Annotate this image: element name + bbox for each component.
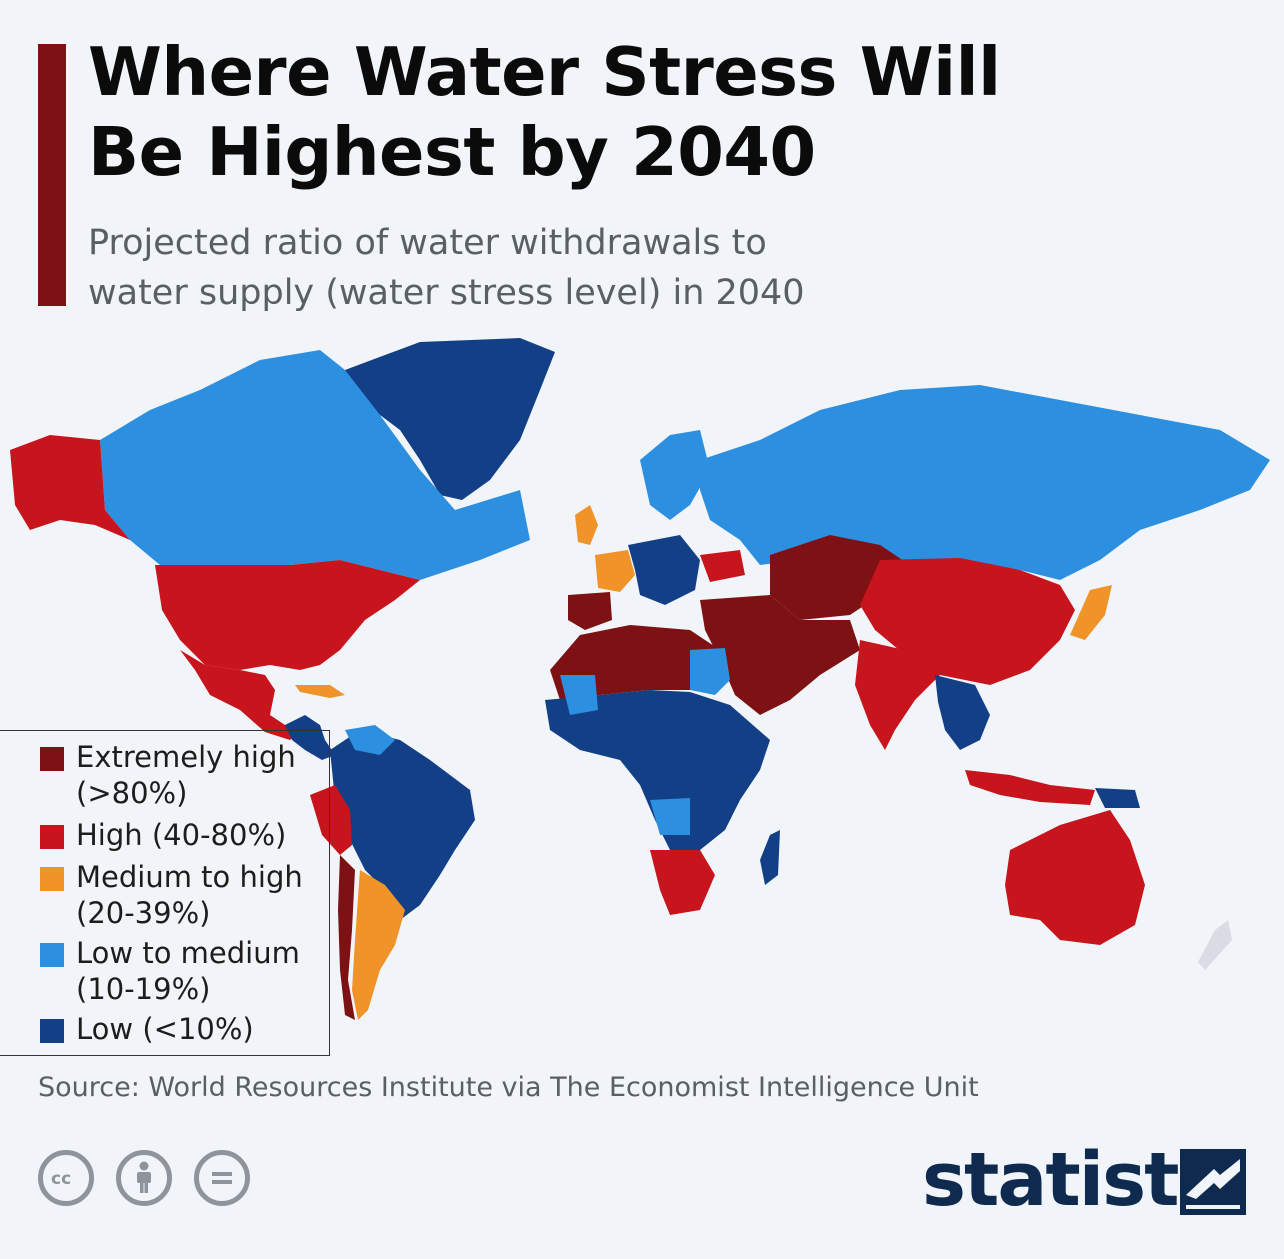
- legend-label: Low (<10%): [76, 1012, 254, 1046]
- region-southern-africa: [650, 850, 715, 915]
- region-venezuela: [345, 725, 395, 755]
- world-map-svg: [10, 338, 1270, 1020]
- region-usa: [155, 560, 420, 670]
- chart-title: Where Water Stress Will Be Highest by 20…: [88, 32, 1188, 192]
- title-line-1: Where Water Stress Will: [88, 33, 1001, 111]
- legend-label: Extremely high: [76, 740, 296, 774]
- region-china: [860, 558, 1075, 685]
- cc-glyph: cc: [51, 1169, 71, 1189]
- region-ukraine: [700, 550, 745, 582]
- subtitle-line-1: Projected ratio of water withdrawals to: [88, 223, 767, 263]
- region-canada: [100, 350, 530, 580]
- cc-icon[interactable]: cc: [38, 1150, 94, 1206]
- region-france: [595, 550, 635, 592]
- region-cuba: [295, 685, 345, 698]
- legend-range: (10-19%): [76, 972, 211, 1006]
- region-central-america: [285, 715, 335, 760]
- region-chile: [338, 855, 355, 1020]
- subtitle-line-2: water supply (water stress level) in 204…: [88, 273, 805, 313]
- region-australia: [1005, 810, 1145, 945]
- legend-label: Medium to high: [76, 860, 303, 894]
- legend-swatch: [40, 943, 64, 967]
- legend-swatch: [40, 867, 64, 891]
- region-peru: [310, 785, 352, 855]
- region-africa-patch-2: [650, 798, 690, 835]
- region-indonesia: [965, 770, 1095, 805]
- legend-label: Low to medium: [76, 936, 300, 970]
- legend-range: (20-39%): [76, 896, 211, 930]
- region-south-america-low: [330, 730, 475, 920]
- no-derivatives-glyph: [212, 1172, 232, 1184]
- region-japan: [1070, 585, 1112, 640]
- region-india: [855, 640, 940, 750]
- region-central-asia: [770, 535, 910, 620]
- attribution-glyph: [137, 1161, 151, 1193]
- legend-label: High (40-80%): [76, 818, 287, 852]
- region-middle-east: [700, 595, 860, 715]
- source-note: Source: World Resources Institute via Th…: [38, 1072, 979, 1103]
- no-derivatives-icon[interactable]: [194, 1150, 250, 1206]
- title-line-2: Be Highest by 2040: [88, 113, 816, 191]
- region-egypt: [690, 648, 730, 695]
- region-papua: [1095, 788, 1140, 808]
- region-spain: [568, 592, 612, 630]
- title-accent-bar: [38, 44, 66, 306]
- region-uk: [575, 505, 598, 545]
- statista-logo-icon: [1180, 1149, 1246, 1215]
- region-greenland: [345, 338, 555, 500]
- legend-swatch: [40, 825, 64, 849]
- region-russia: [700, 385, 1270, 580]
- region-africa-patch-1: [560, 675, 598, 715]
- legend-range: (>80%): [76, 776, 188, 810]
- map-legend: Extremely high (>80%) High (40-80%) Medi…: [0, 730, 330, 1056]
- region-alaska: [10, 435, 130, 540]
- region-southeast-asia: [935, 675, 990, 750]
- legend-swatch: [40, 1019, 64, 1043]
- world-map: [0, 330, 1284, 1070]
- chart-subtitle: Projected ratio of water withdrawals to …: [88, 218, 988, 318]
- svg-text:cc: cc: [51, 1169, 71, 1189]
- region-new-zealand: [1198, 920, 1232, 970]
- brand-wordmark: statista: [922, 1137, 1227, 1223]
- region-mexico: [180, 650, 300, 740]
- statista-brand[interactable]: statista: [922, 1135, 1252, 1225]
- region-argentina: [352, 870, 405, 1020]
- region-madagascar: [760, 830, 780, 885]
- attribution-icon[interactable]: [116, 1150, 172, 1206]
- region-central-europe: [628, 535, 700, 605]
- legend-swatch: [40, 747, 64, 771]
- region-africa-central: [545, 690, 770, 850]
- region-scandinavia: [640, 430, 710, 520]
